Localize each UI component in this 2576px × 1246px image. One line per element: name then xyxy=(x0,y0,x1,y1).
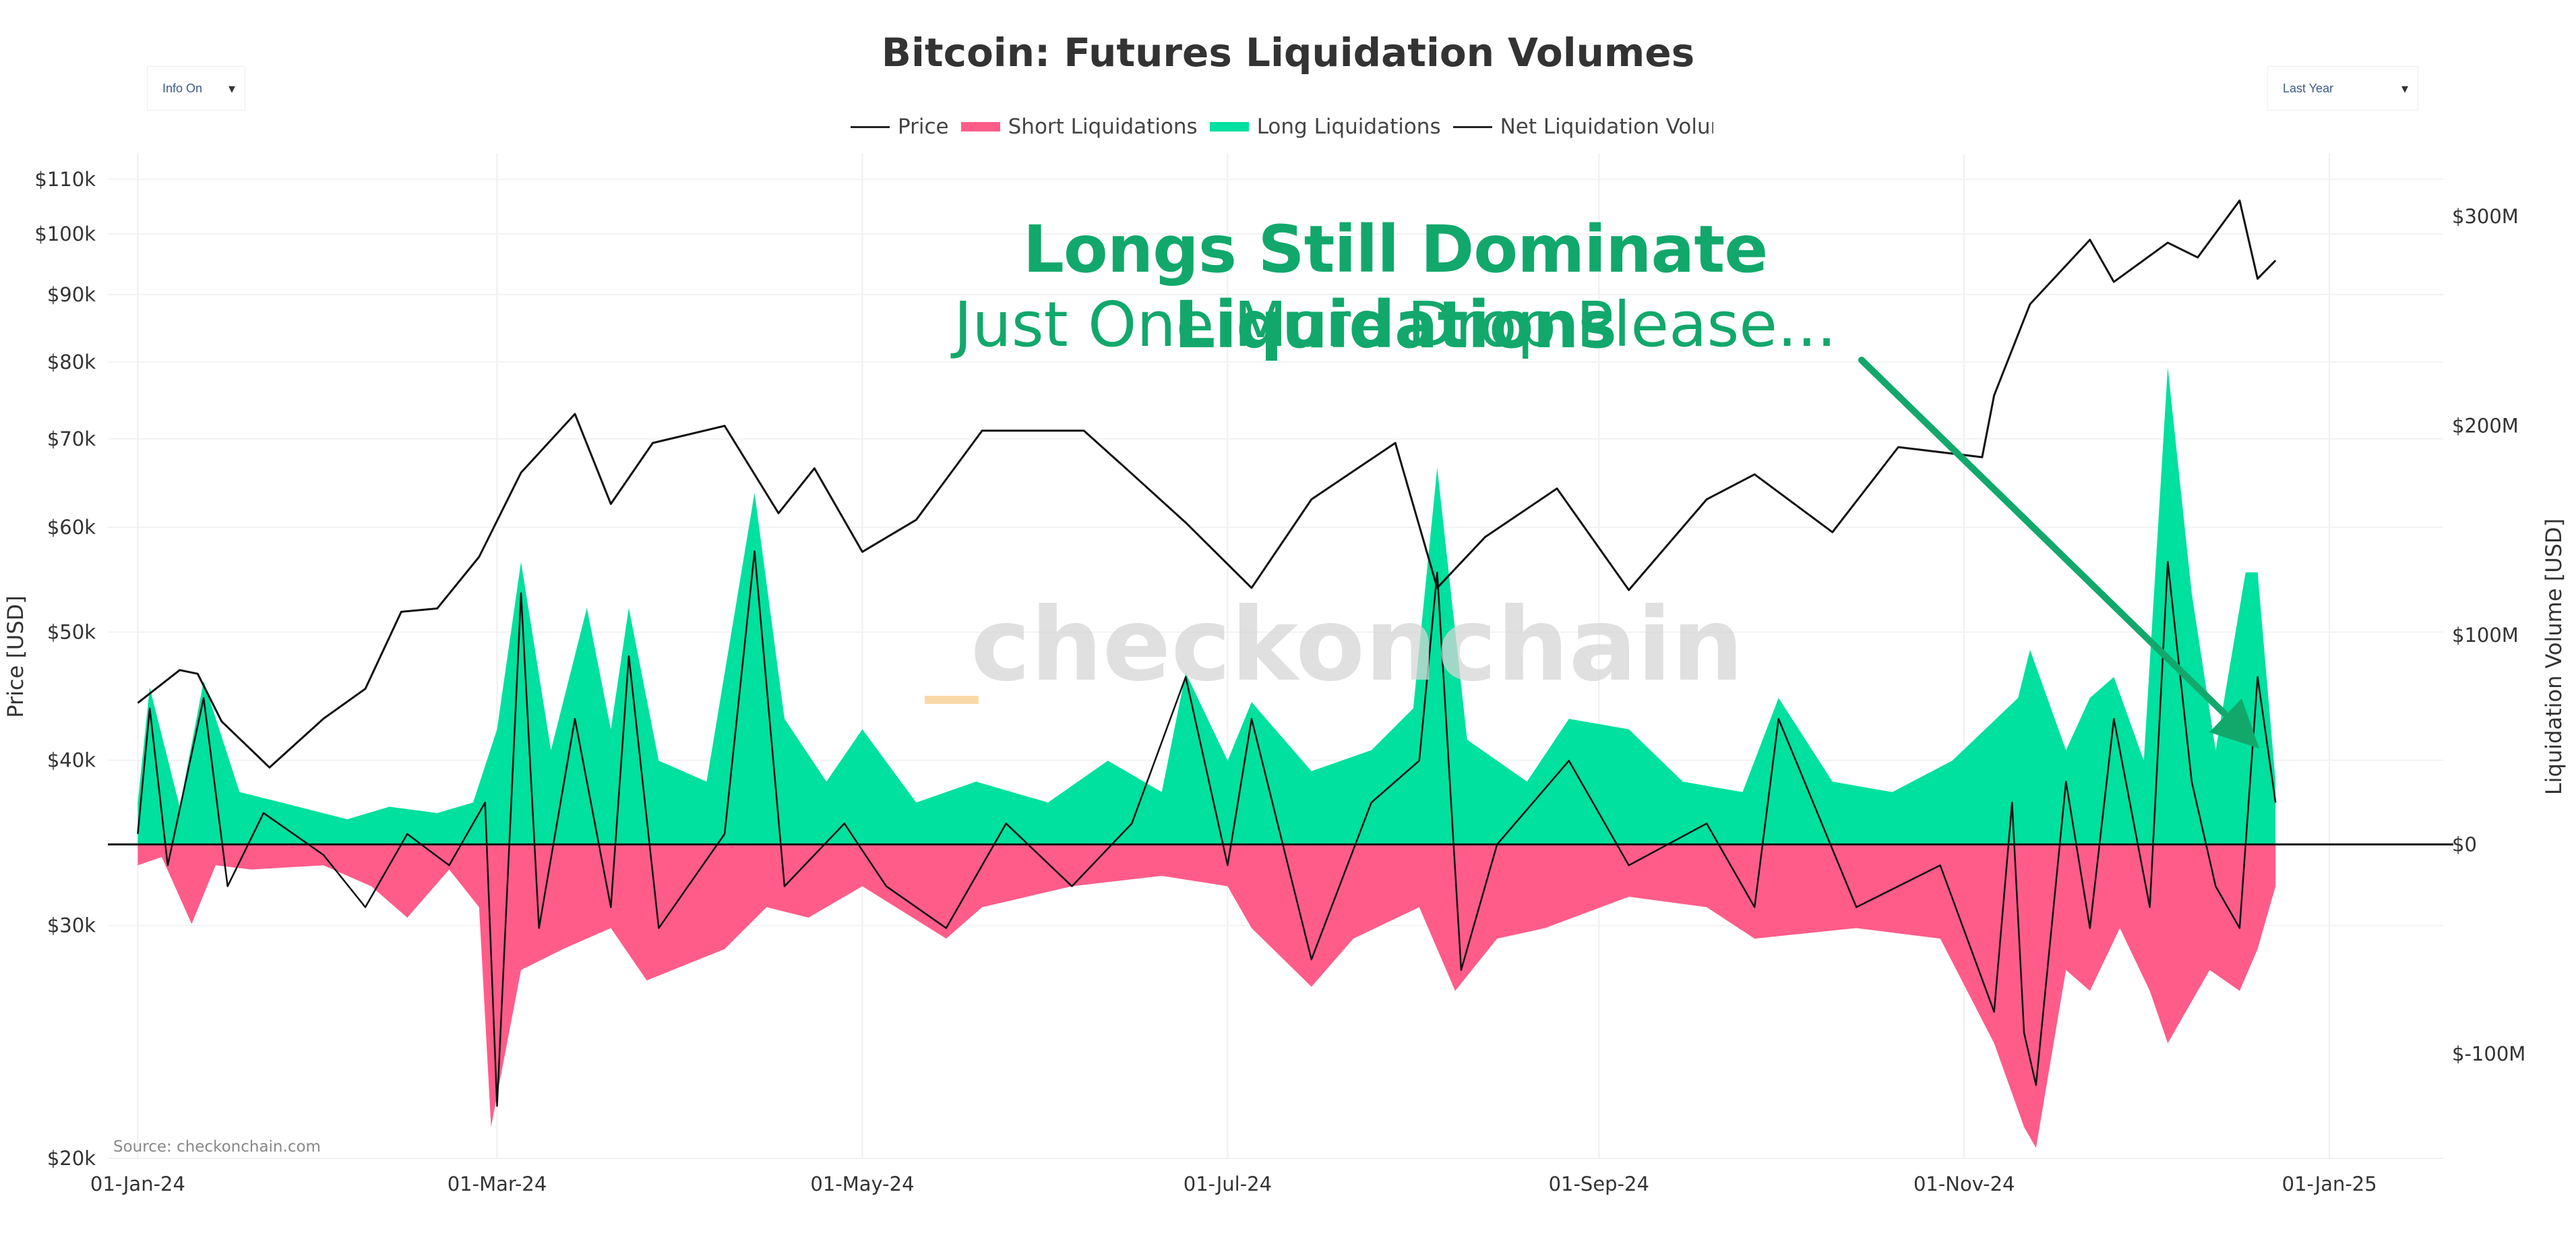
price-line xyxy=(137,199,2277,769)
info-dropdown-label: Info On xyxy=(162,81,203,95)
short-liquidations-area xyxy=(137,844,2276,1148)
x-tick-label: 01-Jan-25 xyxy=(2282,1173,2377,1195)
y-left-tick-label: $30k xyxy=(47,914,96,937)
x-tick-label: 01-Sep-24 xyxy=(1549,1173,1649,1195)
legend-swatch-short xyxy=(960,122,1000,131)
y-left-tick-label: $40k xyxy=(47,749,96,772)
legend-label-net: Net Liquidation Volume xyxy=(1500,115,1713,139)
annotation-headline: Longs Still Dominate Liquidations xyxy=(1022,212,1769,363)
legend-item-short-liquidations[interactable]: Short Liquidations xyxy=(960,115,1198,139)
legend-label-price: Price xyxy=(898,115,949,139)
date-range-dropdown[interactable]: Last Year ▾ xyxy=(2267,66,2418,111)
legend-item-price[interactable]: Price xyxy=(851,115,949,139)
date-range-dropdown-label: Last Year xyxy=(2283,81,2334,95)
y-left-tick-label: $90k xyxy=(47,283,96,306)
legend-label-short: Short Liquidations xyxy=(1008,115,1198,139)
x-tick-label: 01-May-24 xyxy=(810,1173,914,1195)
y-left-tick-label: $50k xyxy=(47,620,96,643)
legend-item-net-liquidation[interactable]: Net Liquidation Volume xyxy=(1452,115,1713,139)
source-credit: Source: checkonchain.com xyxy=(113,1138,321,1156)
y-left-tick-label: $110k xyxy=(34,168,96,191)
y-right-tick-label: $200M xyxy=(2452,415,2519,438)
y-left-tick-label: $80k xyxy=(47,351,96,374)
long-liquidations-area xyxy=(137,367,2276,845)
legend-swatch-price xyxy=(851,125,890,128)
x-tick-label: 01-Nov-24 xyxy=(1913,1173,2015,1195)
x-tick-label: 01-Mar-24 xyxy=(448,1173,547,1195)
chart-legend: Price Short Liquidations Long Liquidatio… xyxy=(851,112,1713,142)
legend-item-long-liquidations[interactable]: Long Liquidations xyxy=(1209,115,1441,139)
info-dropdown[interactable]: Info On ▾ xyxy=(147,66,245,111)
legend-swatch-long xyxy=(1209,122,1249,131)
annotation-subheadline: Just One More Drop Please... xyxy=(954,289,1837,361)
y-right-axis-title: Liquidation Volume [USD] xyxy=(2541,518,2567,795)
chevron-down-icon: ▾ xyxy=(2401,81,2408,96)
y-right-tick-label: $100M xyxy=(2452,624,2519,647)
y-right-tick-label: $300M xyxy=(2452,205,2519,228)
legend-swatch-net xyxy=(1452,125,1492,128)
legend-label-long: Long Liquidations xyxy=(1256,115,1441,139)
y-left-tick-label: $100k xyxy=(34,222,96,245)
y-right-tick-label: $-100M xyxy=(2452,1042,2525,1065)
y-right-tick-label: $0 xyxy=(2452,833,2477,856)
watermark: checkonchain xyxy=(971,587,1744,704)
annotation-arrow-head xyxy=(2209,699,2259,748)
chevron-down-icon: ▾ xyxy=(228,81,235,96)
x-tick-label: 01-Jul-24 xyxy=(1184,1173,1272,1195)
net-liquidation-line xyxy=(137,550,2277,1107)
y-left-tick-label: $70k xyxy=(47,427,96,450)
watermark-underscore xyxy=(925,696,979,704)
y-left-axis-title: Price [USD] xyxy=(3,595,28,718)
y-left-tick-label: $20k xyxy=(47,1147,96,1170)
x-tick-label: 01-Jan-24 xyxy=(90,1173,185,1195)
annotation-arrow-shaft xyxy=(1858,357,2228,717)
y-left-tick-label: $60k xyxy=(47,516,96,539)
chart-title: Bitcoin: Futures Liquidation Volumes xyxy=(881,30,1695,76)
